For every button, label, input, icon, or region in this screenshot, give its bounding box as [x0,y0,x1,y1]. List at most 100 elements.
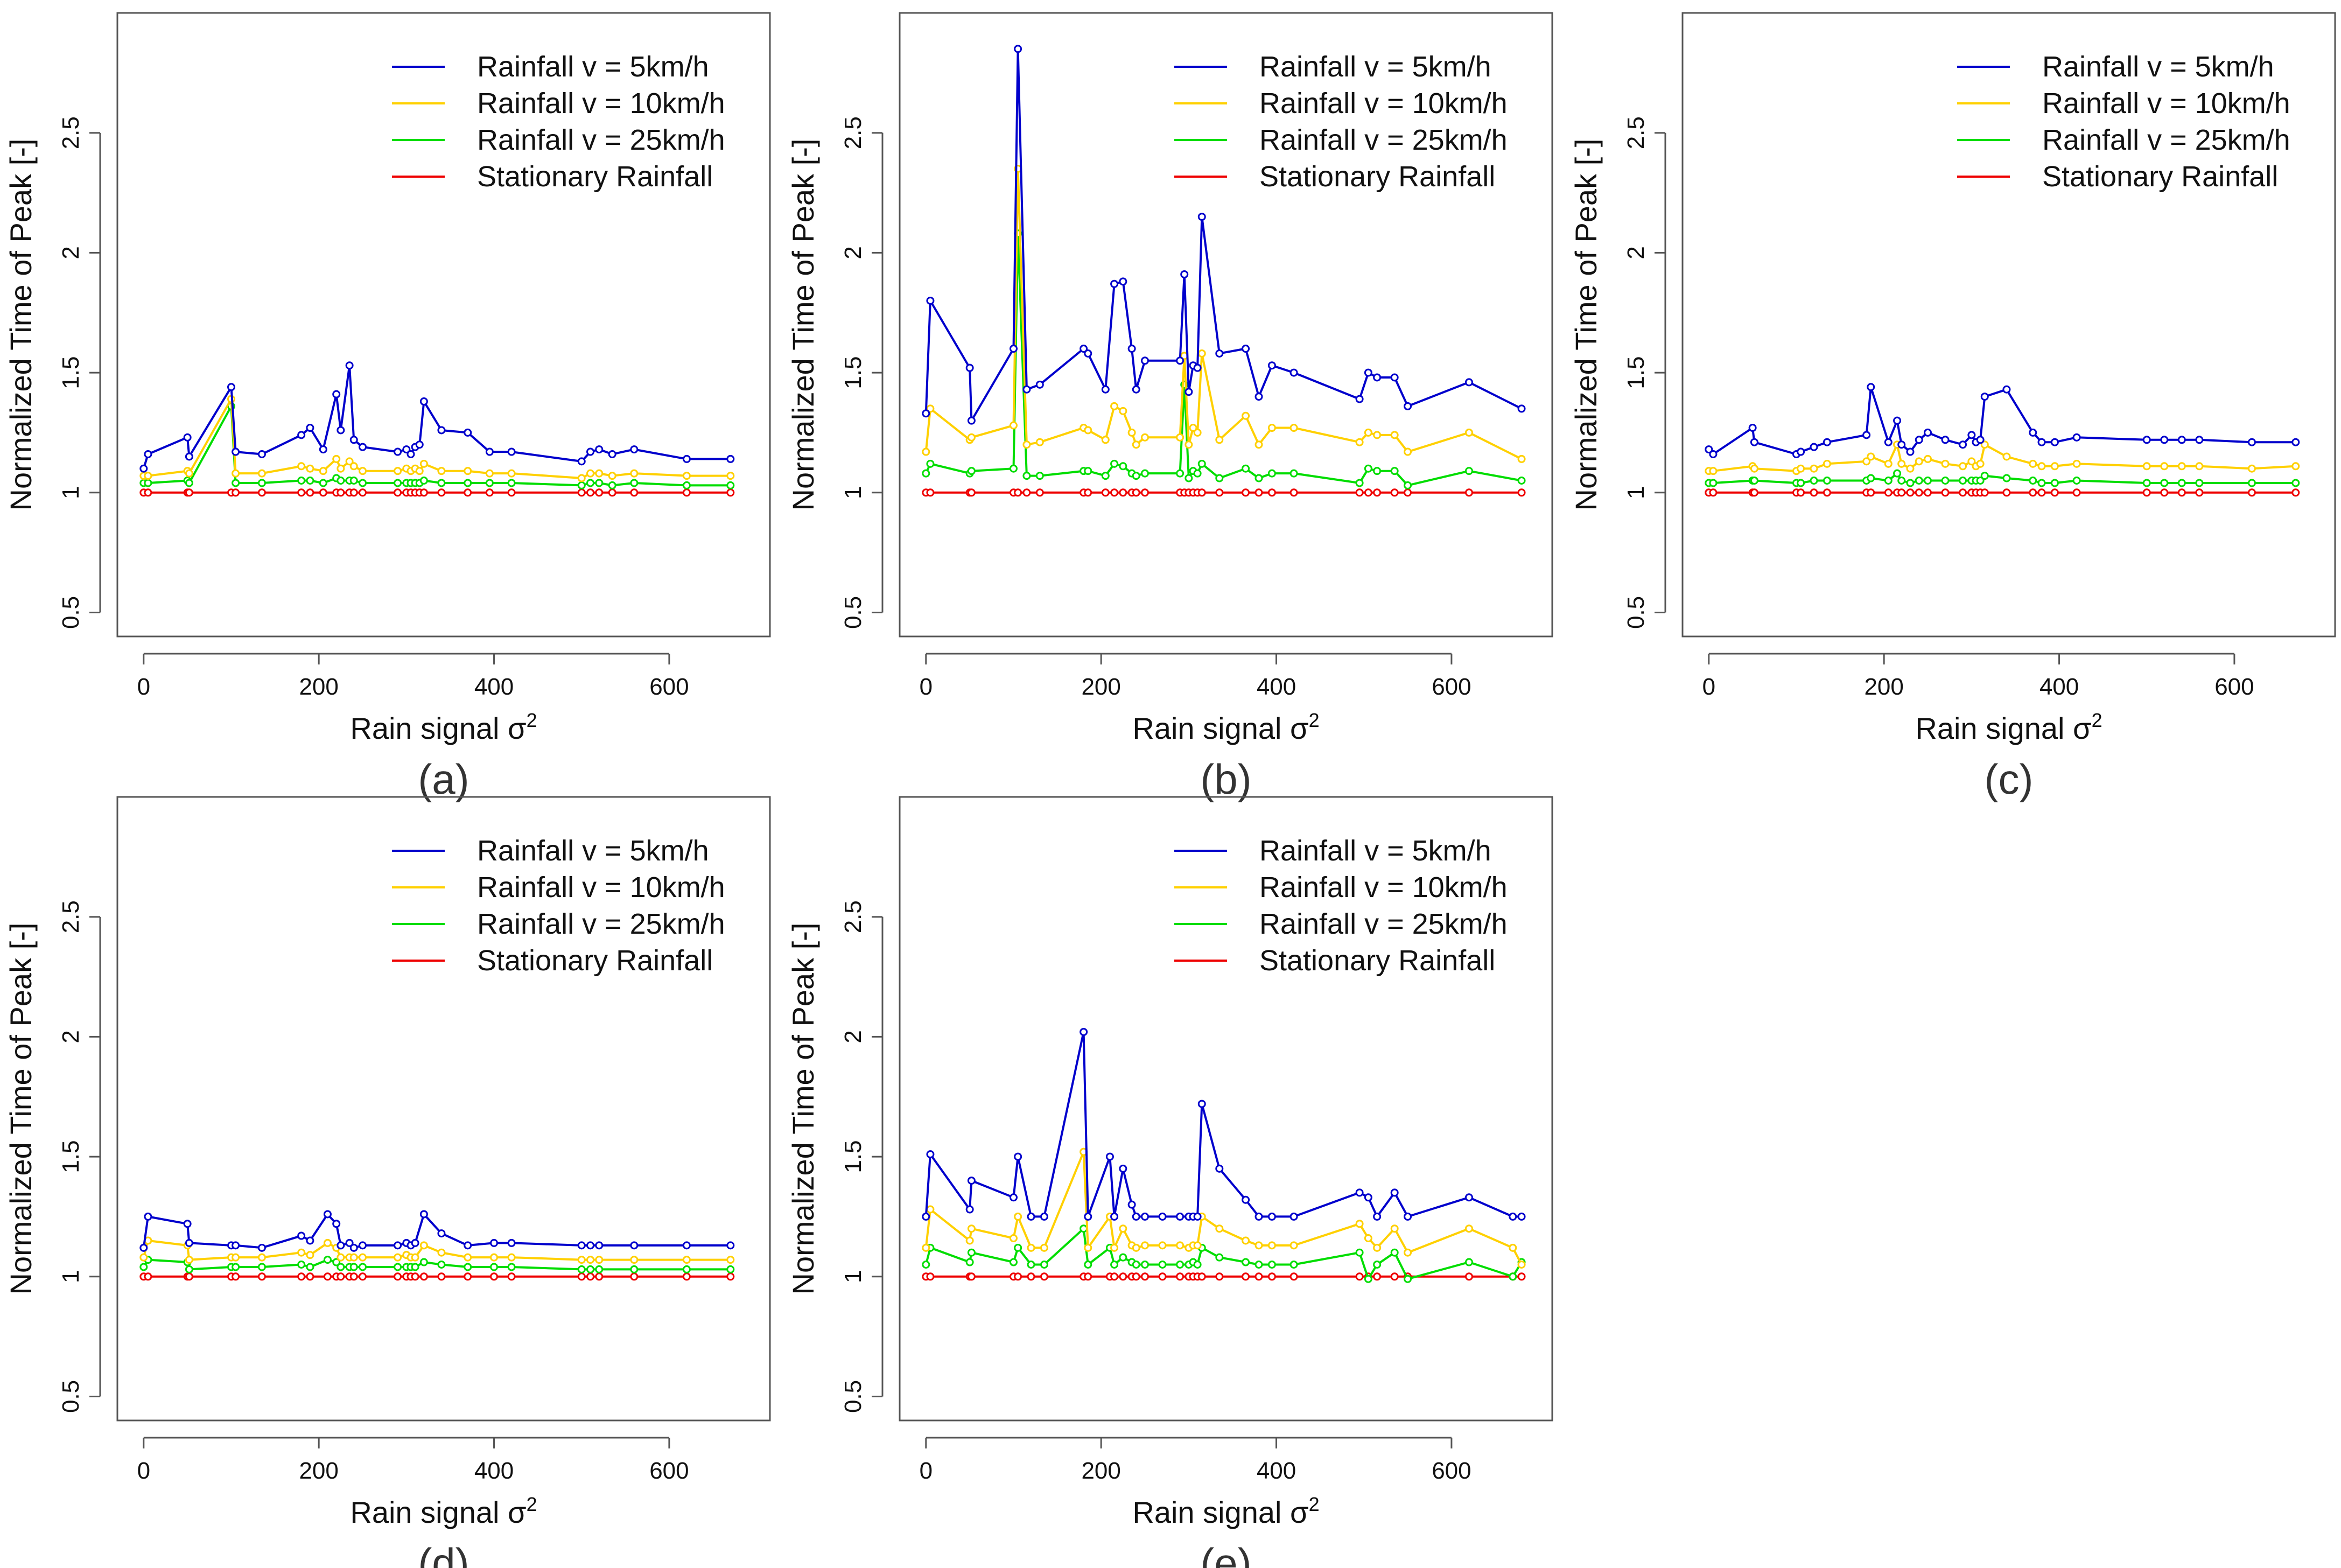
x-axis: 0 200 400 600 [137,1437,689,1484]
data-point [185,479,193,487]
legend-label: Rainfall v = 5km/h [2042,51,2274,83]
legend-label: Stationary Rainfall [1259,944,1495,977]
data-point [1404,1212,1412,1221]
y-axis: 0.5 1 1.5 2 2.5 [58,900,101,1413]
data-point [1189,424,1197,432]
data-point [1267,361,1276,370]
y-axis-title: Normalized Time of Peak [-] [1569,139,1603,511]
data-point [1110,402,1119,410]
data-point [1355,1220,1364,1228]
data-point [586,1272,594,1281]
data-point [1823,488,1831,497]
data-point [1517,488,1526,497]
data-point [1180,270,1189,278]
legend-label: Rainfall v = 5km/h [477,835,709,867]
series-4 [922,1272,1526,1281]
data-point [1517,477,1526,485]
data-point [1176,1272,1184,1281]
data-point [2177,462,2186,471]
x-axis-title-main: Rain signal σ [1132,1495,1308,1529]
data-point [1509,1212,1517,1221]
data-point [411,1263,419,1271]
data-point [2072,477,2081,485]
data-point [2160,462,2169,471]
data-point [726,472,735,480]
data-point [922,447,930,456]
data-point [349,488,358,497]
data-point [464,428,472,437]
data-point [1267,488,1276,497]
data-point [2050,462,2059,471]
data-point [507,1272,516,1281]
data-point [1193,1241,1202,1250]
data-point [1009,1193,1018,1202]
data-point [1750,477,1758,485]
data-point [922,409,930,418]
data-point [144,472,152,480]
data-point [1464,1224,1473,1233]
data-point [2037,479,2046,487]
data-point [419,488,428,497]
panel-label: (e) [1200,1539,1251,1568]
data-point [144,1212,152,1221]
data-point [1132,1272,1140,1281]
data-point [1215,1224,1224,1233]
data-point [1893,469,1902,478]
y-tick-label: 1 [58,486,84,499]
data-point [1705,445,1713,454]
data-point [1084,1243,1092,1252]
y-tick-label: 0.5 [1623,596,1649,629]
data-point [682,1256,691,1264]
data-point [297,1261,306,1269]
y-tick-label: 1.5 [840,356,866,389]
data-point [726,481,735,489]
data-point [586,479,594,487]
data-point [1215,488,1224,497]
data-point [437,1272,446,1281]
data-point [1141,1241,1150,1250]
data-point [1976,477,1985,485]
data-point [630,445,639,454]
data-point [586,447,594,456]
data-point [419,477,428,485]
plot-frame [116,12,771,638]
data-point [967,416,976,425]
data-point [1867,474,1875,482]
plot-frame [1681,12,2336,638]
data-point [1215,436,1224,444]
data-point [359,1263,367,1271]
y-tick-label: 2.5 [58,900,84,933]
data-point [2029,488,2037,497]
data-point [394,488,402,497]
y-tick-label: 1 [840,486,866,499]
data-point [1176,1241,1184,1250]
data-point [1119,1224,1127,1233]
data-point [345,1238,354,1247]
data-point [2037,488,2046,497]
data-point [323,1238,332,1247]
data-point [349,462,358,471]
data-point [1980,472,1989,480]
data-point [926,488,935,497]
legend-label: Rainfall v = 5km/h [1259,835,1491,867]
data-point [1355,395,1364,403]
data-point [967,1248,976,1257]
data-point [1289,1272,1298,1281]
data-point [2247,464,2256,473]
data-point [1215,349,1224,358]
data-point [1517,1261,1526,1269]
y-tick-label: 2.5 [1623,116,1649,149]
data-point [1035,380,1044,389]
data-point [464,488,472,497]
y-axis-title: Normalized Time of Peak [-] [4,139,38,511]
data-point [1810,477,1818,485]
data-point [1862,457,1871,466]
data-point [1119,488,1127,497]
data-point [922,1261,930,1269]
data-point [1110,279,1119,288]
y-tick-label: 1 [58,1270,84,1283]
data-point [608,472,616,480]
data-point [1132,472,1140,480]
legend-label: Rainfall v = 25km/h [477,908,725,940]
